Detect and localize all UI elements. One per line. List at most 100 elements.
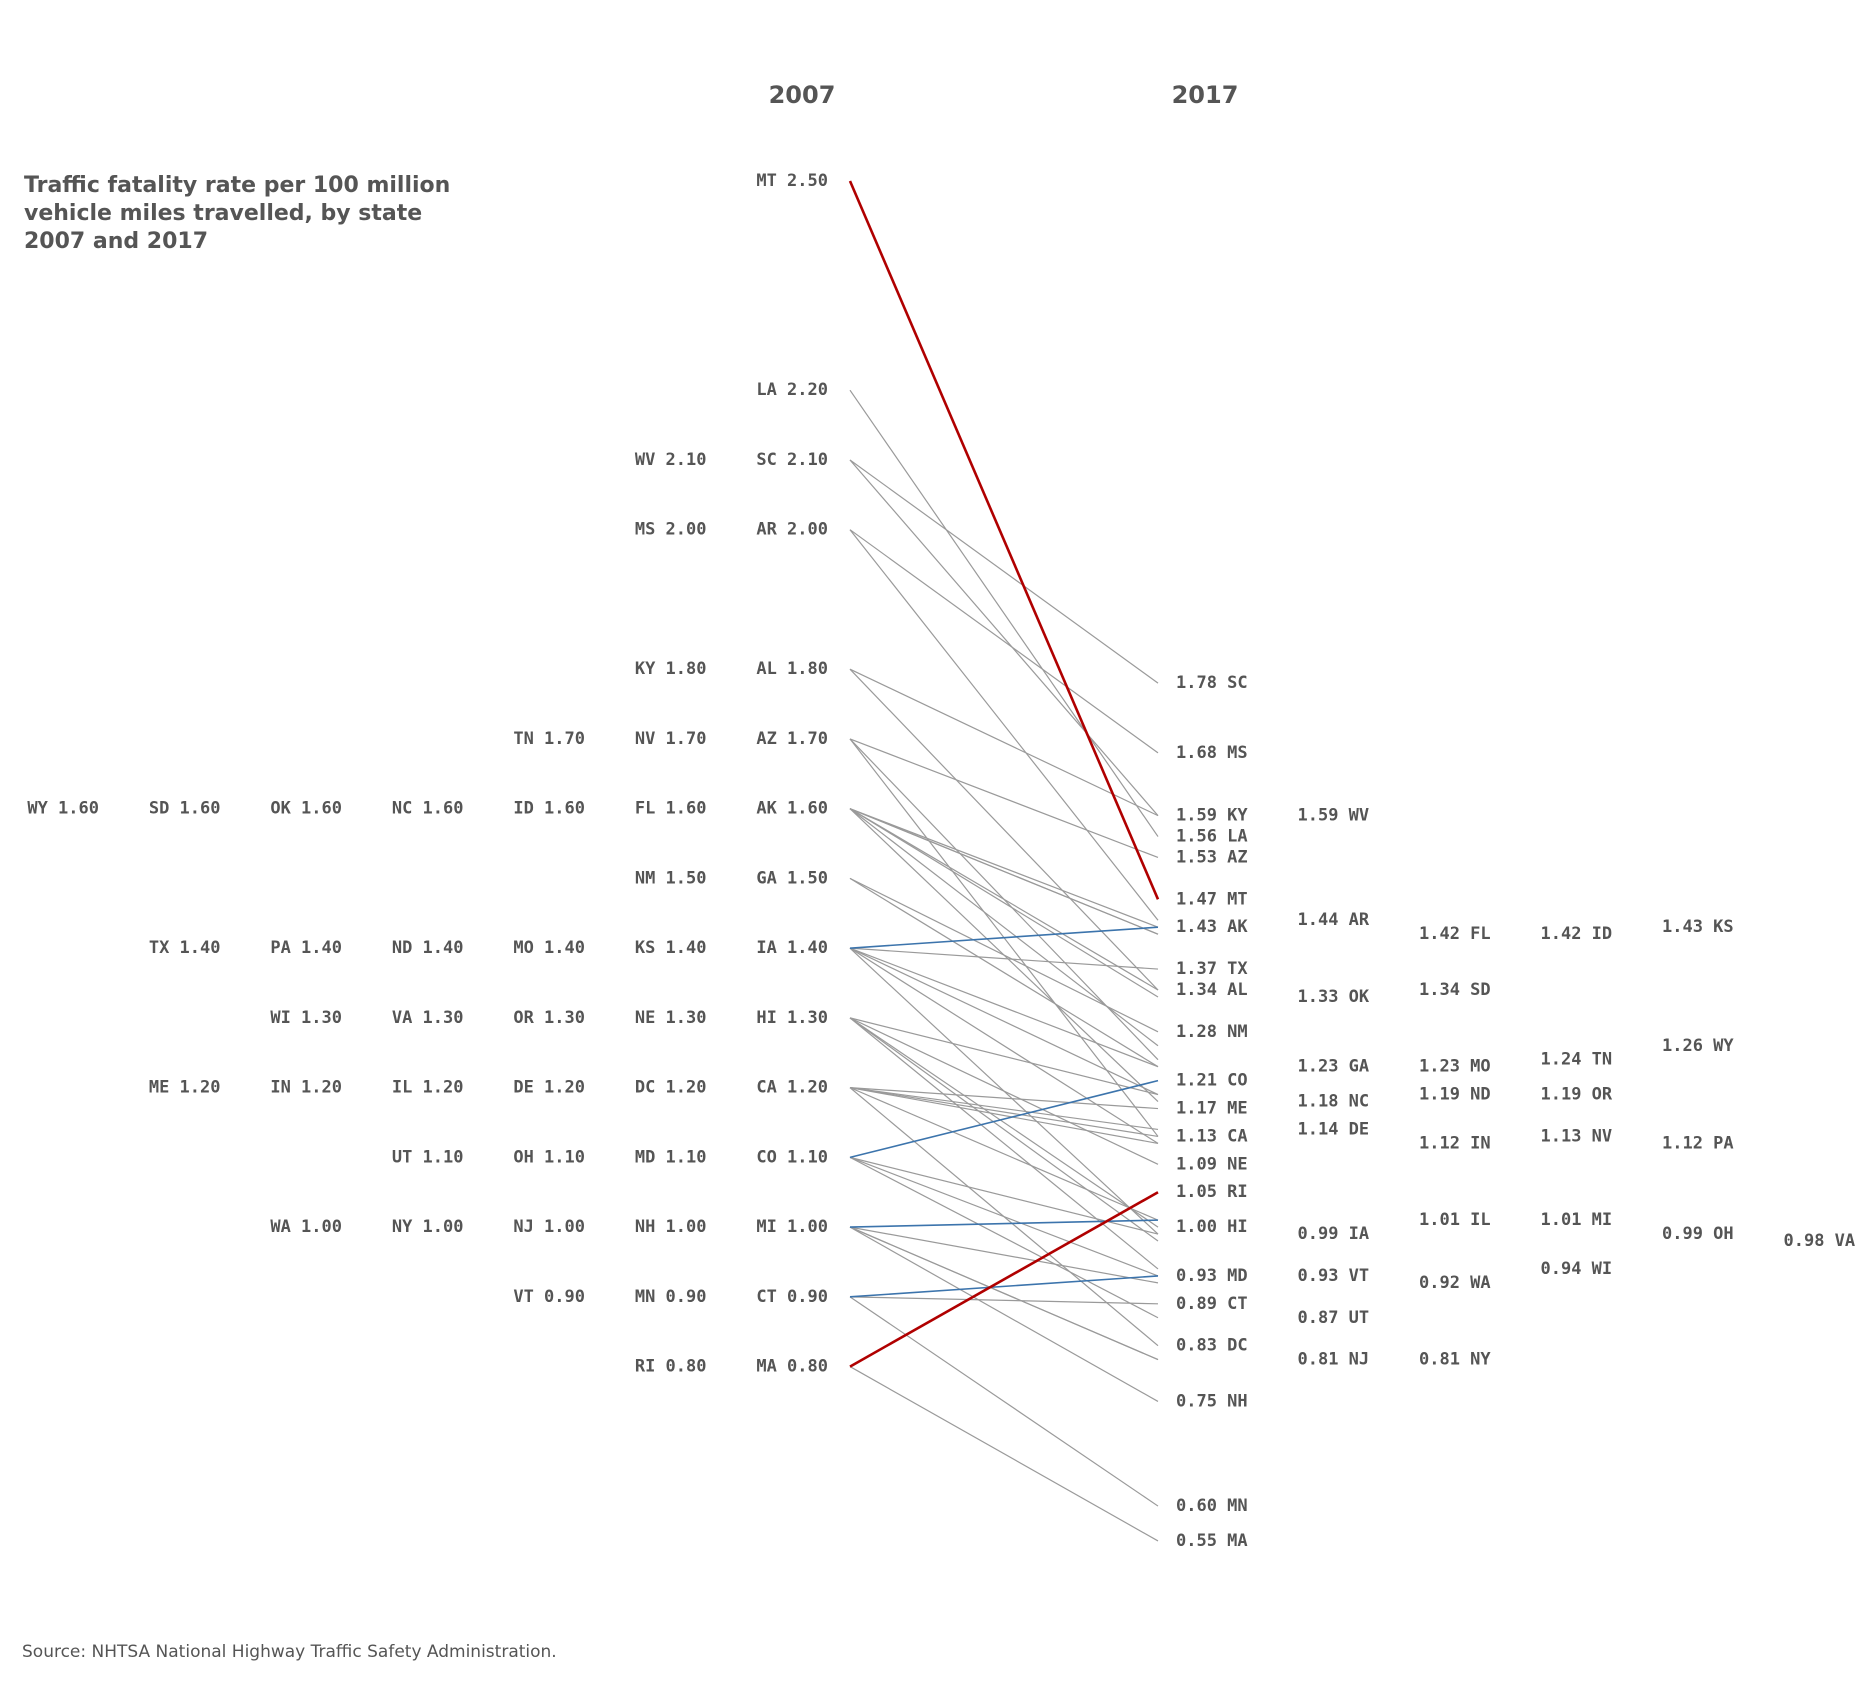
slope-line-mt [848, 180, 1160, 900]
label-2007-az: AZ 1.70 [756, 729, 828, 749]
label-2007-nh: NH 1.00 [635, 1217, 707, 1237]
slope-line-nm [849, 877, 1159, 1033]
label-2007-ma: MA 0.80 [756, 1357, 828, 1377]
label-2017-ks: 1.43 KS [1662, 917, 1734, 937]
label-2007-hi: HI 1.30 [756, 1008, 828, 1028]
label-2017-ar: 1.44 AR [1298, 910, 1370, 930]
label-2007-nj: NJ 1.00 [513, 1217, 585, 1237]
label-2007-co: CO 1.10 [756, 1147, 828, 1167]
slope-line-or [849, 1017, 1159, 1096]
slope-line-sc [849, 459, 1159, 684]
slope-line-ks [849, 926, 1159, 949]
label-2017-ma: 0.55 MA [1176, 1531, 1248, 1551]
label-2017-wa: 0.92 WA [1419, 1273, 1491, 1293]
chart-title-line-1: Traffic fatality rate per 100 million [24, 173, 450, 198]
label-2017-la: 1.56 LA [1176, 827, 1248, 847]
label-2007-sd: SD 1.60 [149, 799, 221, 819]
label-2007-tx: TX 1.40 [149, 938, 221, 958]
slope-line-la [849, 389, 1159, 837]
slope-line-in [849, 1087, 1159, 1145]
label-2007-ne: NE 1.30 [635, 1008, 707, 1028]
label-2007-dc: DC 1.20 [635, 1078, 707, 1098]
label-2017-mi: 1.01 MI [1541, 1210, 1613, 1230]
label-2017-id: 1.42 ID [1541, 924, 1613, 944]
label-2007-ks: KS 1.40 [635, 938, 707, 958]
label-2007-ut: UT 1.10 [392, 1147, 464, 1167]
x-label-2017: 2017 [1172, 81, 1239, 109]
slope-line-mo [849, 947, 1159, 1068]
label-2007-ky: KY 1.80 [635, 659, 707, 679]
label-2007-ok: OK 1.60 [270, 799, 342, 819]
slope-line-wv [849, 459, 1159, 817]
label-2007-sc: SC 2.10 [756, 450, 828, 470]
label-2007-wy: WY 1.60 [27, 799, 99, 819]
label-2007-wv: WV 2.10 [635, 450, 707, 470]
label-2017-wv: 1.59 WV [1298, 806, 1370, 826]
slope-line-nd [849, 947, 1159, 1096]
slope-line-il [849, 1087, 1159, 1221]
label-2017-de: 1.14 DE [1298, 1119, 1370, 1139]
label-2017-ak: 1.43 AK [1176, 917, 1248, 937]
slope-line-nh [849, 1226, 1159, 1402]
label-2017-dc: 0.83 DC [1176, 1336, 1248, 1356]
label-2017-ny: 0.81 NY [1419, 1350, 1491, 1370]
label-2017-co: 1.21 CO [1176, 1071, 1248, 1091]
label-2007-vt: VT 0.90 [513, 1287, 585, 1307]
label-2007-in: IN 1.20 [270, 1078, 342, 1098]
slope-line-va [849, 1017, 1159, 1242]
slope-line-ny [849, 1226, 1159, 1361]
label-2017-in: 1.12 IN [1419, 1133, 1491, 1153]
slope-line-ut [849, 1156, 1159, 1319]
label-2017-ri: 1.05 RI [1176, 1182, 1248, 1202]
slope-line-me [849, 1087, 1159, 1110]
label-2017-nc: 1.18 NC [1298, 1092, 1370, 1112]
label-2007-mt: MT 2.50 [756, 171, 828, 191]
source-note: Source: NHTSA National Highway Traffic S… [22, 1642, 557, 1662]
label-2007-ga: GA 1.50 [756, 868, 828, 888]
label-2017-mo: 1.23 MO [1419, 1057, 1491, 1077]
label-2007-ca: CA 1.20 [756, 1078, 828, 1098]
label-2007-mn: MN 0.90 [635, 1287, 707, 1307]
label-2007-ak: AK 1.60 [756, 799, 828, 819]
label-2007-or: OR 1.30 [513, 1008, 585, 1028]
label-2017-ga: 1.23 GA [1298, 1057, 1370, 1077]
label-2007-ar: AR 2.00 [756, 520, 828, 540]
slope-line-de [849, 1087, 1159, 1131]
label-2007-md: MD 1.10 [635, 1147, 707, 1167]
label-2017-ct: 0.89 CT [1176, 1294, 1248, 1314]
label-2017-oh: 0.99 OH [1662, 1224, 1734, 1244]
label-2017-nj: 0.81 NJ [1298, 1350, 1370, 1370]
label-2007-id: ID 1.60 [513, 799, 585, 819]
label-2017-me: 1.17 ME [1176, 1099, 1248, 1119]
label-2017-ms: 1.68 MS [1176, 743, 1248, 763]
slope-lines [848, 180, 1160, 1542]
label-2017-hi: 1.00 HI [1176, 1217, 1248, 1237]
label-2017-mn: 0.60 MN [1176, 1496, 1248, 1516]
label-2007-oh: OH 1.10 [513, 1147, 585, 1167]
slope-line-co [849, 1079, 1159, 1159]
slope-line-ak [849, 808, 1159, 928]
slope-line-ma [849, 1366, 1159, 1542]
label-2007-wi: WI 1.30 [270, 1008, 342, 1028]
label-2017-ut: 0.87 UT [1298, 1308, 1370, 1328]
label-2007-ct: CT 0.90 [756, 1287, 828, 1307]
slope-line-ct [849, 1296, 1159, 1305]
label-2017-vt: 0.93 VT [1298, 1266, 1370, 1286]
x-label-2007: 2007 [769, 81, 836, 109]
chart-title-line-3: 2007 and 2017 [24, 229, 208, 254]
label-2017-al: 1.34 AL [1176, 980, 1248, 1000]
slope-line-id [849, 808, 1159, 935]
label-2017-nv: 1.13 NV [1541, 1126, 1613, 1146]
label-2017-mt: 1.47 MT [1176, 889, 1248, 909]
label-2007-pa: PA 1.40 [270, 938, 342, 958]
slope-line-ar [849, 529, 1159, 921]
label-2017-ca: 1.13 CA [1176, 1126, 1248, 1146]
slope-line-ne [849, 1017, 1159, 1165]
label-2017-tx: 1.37 TX [1176, 959, 1248, 979]
label-2007-ny: NY 1.00 [392, 1217, 464, 1237]
label-2017-tn: 1.24 TN [1541, 1050, 1613, 1070]
slope-line-ca [849, 1087, 1159, 1138]
label-2017-ia: 0.99 IA [1298, 1224, 1370, 1244]
label-2007-fl: FL 1.60 [635, 799, 707, 819]
